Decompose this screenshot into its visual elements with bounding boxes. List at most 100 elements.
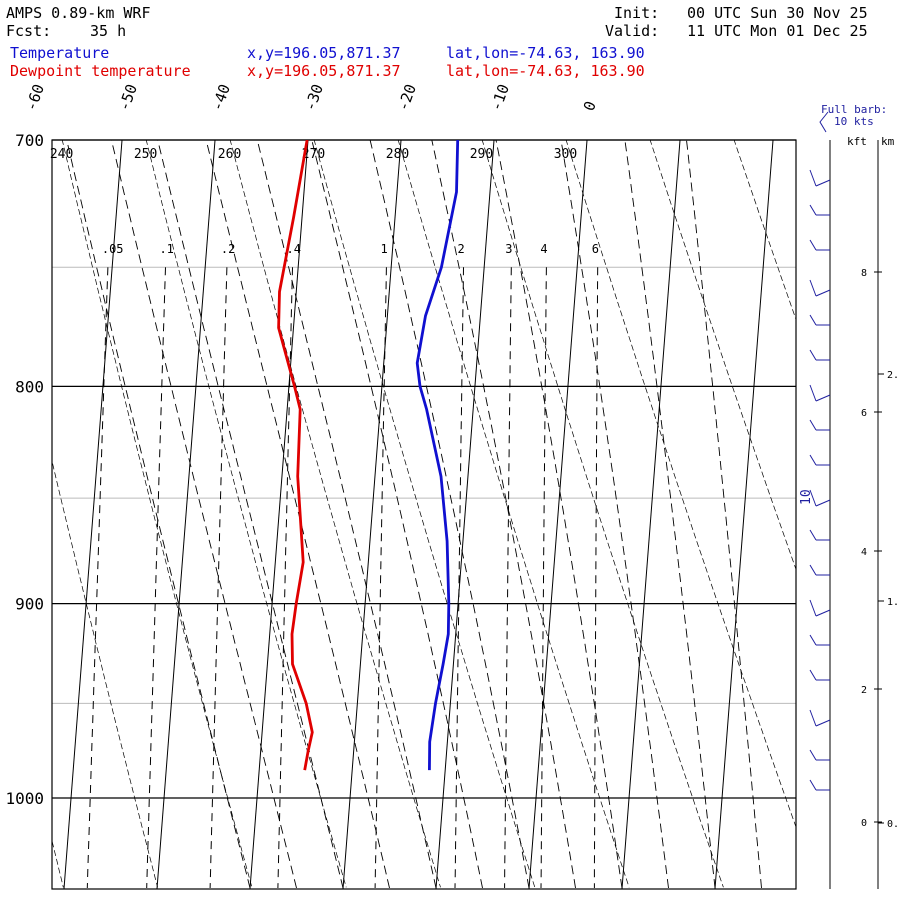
dry-adiabat-line xyxy=(649,140,796,571)
moist-adiabat-line xyxy=(66,140,251,889)
isotherm-line xyxy=(435,140,495,889)
kft-tick-label: 8 xyxy=(861,268,867,279)
legend-temperature-label: Temperature xyxy=(10,44,110,62)
wind-barb xyxy=(809,384,831,402)
moist-adiabat-line xyxy=(560,140,669,889)
plot-frame xyxy=(51,139,797,890)
isotherm-line xyxy=(528,140,588,889)
wind-barb-flag xyxy=(809,314,817,326)
theta-label: 280 xyxy=(386,147,409,162)
wind-barb-flag xyxy=(809,599,817,617)
theta-label: 290 xyxy=(470,147,493,162)
isotherm-line xyxy=(342,140,402,889)
moist-adiabat-line xyxy=(624,140,716,889)
top-temperature-label: -30 xyxy=(301,82,327,114)
top-temperature-label: 0 xyxy=(580,99,600,114)
mixing-ratio-label: .2 xyxy=(221,242,235,256)
pressure-tick-label: 800 xyxy=(15,377,44,396)
wind-barb-shaft xyxy=(815,499,831,507)
wind-barb xyxy=(809,564,830,576)
dry-adiabat-line xyxy=(481,140,724,888)
wind-barb-flag xyxy=(809,349,817,361)
wind-annotation: 10 xyxy=(799,489,814,505)
km-tick-label: 0. xyxy=(887,819,899,830)
km-tick-label: 1. xyxy=(887,597,899,608)
moist-adiabat-line xyxy=(256,140,437,889)
legend-dewpoint-latlon: lat,lon=-74.63, 163.90 xyxy=(446,62,645,80)
kft-tick-label: 2 xyxy=(861,685,867,696)
theta-label: 300 xyxy=(554,147,577,162)
top-temperature-label: -50 xyxy=(115,82,141,114)
isotherm-line xyxy=(249,140,309,889)
forecast-label: Fcst: xyxy=(6,22,52,40)
top-temperature-label: -60 xyxy=(22,82,48,114)
init-time: 00 UTC Sun 30 Nov 25 xyxy=(687,4,868,22)
valid-time: 11 UTC Mon 01 Dec 25 xyxy=(687,22,868,40)
theta-label: 250 xyxy=(134,147,157,162)
moist-adiabat-line xyxy=(495,140,623,889)
legend-temperature-xy: x,y=196.05,871.37 xyxy=(247,44,401,62)
valid-label: Valid: xyxy=(605,22,660,40)
wind-barb xyxy=(809,529,830,541)
moist-adiabat-line xyxy=(205,140,390,889)
dry-adiabat-line xyxy=(733,140,796,321)
wind-barb-flag xyxy=(809,384,817,402)
wind-barb xyxy=(809,454,830,466)
mixing-ratio-line xyxy=(277,267,293,889)
top-temperature-label: -40 xyxy=(208,82,234,114)
dry-adiabat-line xyxy=(565,140,796,828)
km-tick-label: 2. xyxy=(887,370,899,381)
top-temperature-label: -20 xyxy=(394,82,420,114)
legend-dewpoint-label: Dewpoint temperature xyxy=(10,62,191,80)
moist-adiabat-line xyxy=(110,140,297,889)
km-axis-label: km xyxy=(881,135,895,148)
isotherm-line xyxy=(0,139,29,890)
wind-barb xyxy=(809,489,831,507)
moist-adiabat-line xyxy=(369,140,530,889)
pressure-tick-label: 700 xyxy=(15,131,44,150)
mixing-ratio-line xyxy=(454,267,464,889)
legend-dewpoint-xy: x,y=196.05,871.37 xyxy=(247,62,401,80)
mixing-ratio-label: 2 xyxy=(458,242,465,256)
wind-barb-flag xyxy=(809,489,817,507)
moist-adiabat-line xyxy=(431,140,576,889)
pressure-tick-label: 900 xyxy=(15,595,44,614)
wind-barb xyxy=(809,599,831,617)
temperature-profile-line xyxy=(415,140,460,771)
isotherm-line xyxy=(156,140,216,889)
wind-barb-flag xyxy=(809,564,817,576)
kft-tick-label: 6 xyxy=(861,408,867,419)
dry-adiabat-line xyxy=(397,140,630,888)
mixing-ratio-line xyxy=(146,267,166,889)
isotherm-line xyxy=(63,140,123,889)
wind-barb xyxy=(809,669,830,681)
forecast-hours: 35 h xyxy=(90,22,127,40)
wind-barb-flag xyxy=(809,669,817,681)
wind-barb xyxy=(809,709,831,727)
mixing-ratio-label: 1 xyxy=(380,242,387,256)
barb-key-title: Full barb: xyxy=(821,103,887,116)
dry-adiabat-line xyxy=(52,839,64,888)
wind-barb-flag xyxy=(809,419,817,431)
mixing-ratio-line xyxy=(209,267,228,889)
mixing-ratio-label: .05 xyxy=(102,242,124,256)
mixing-ratio-label: .4 xyxy=(287,242,301,256)
legend-temperature-latlon: lat,lon=-74.63, 163.90 xyxy=(446,44,645,62)
wind-barb-shaft xyxy=(815,719,831,727)
wind-barb xyxy=(809,779,830,791)
top-temperature-label: -10 xyxy=(487,82,513,114)
theta-label: 270 xyxy=(302,147,325,162)
barb-key-glyph xyxy=(819,111,829,133)
mixing-ratio-line xyxy=(540,267,547,889)
kft-axis-label: kft xyxy=(847,135,867,148)
dry-adiabat-line xyxy=(145,140,347,888)
theta-label: 260 xyxy=(218,147,241,162)
mixing-ratio-label: 3 xyxy=(505,242,512,256)
init-label: Init: xyxy=(614,4,660,22)
mixing-ratio-line xyxy=(374,267,387,889)
wind-barb-flag xyxy=(809,239,817,251)
wind-barb-flag xyxy=(809,634,817,646)
wind-barb xyxy=(809,749,830,761)
wind-barb-flag xyxy=(809,779,817,791)
